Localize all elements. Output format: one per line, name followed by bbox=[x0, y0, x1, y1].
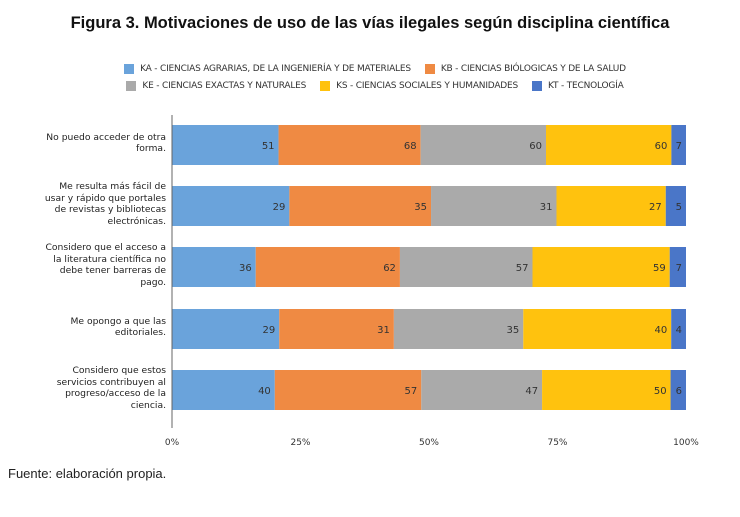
bar-segment bbox=[172, 125, 279, 165]
category-label: Me resulta más fácil de usar y rápido qu… bbox=[44, 181, 166, 227]
legend-label: KB - CIENCIAS BIÓLOGICAS Y DE LA SALUD bbox=[440, 63, 626, 74]
bar-segment bbox=[670, 370, 686, 410]
bar-segment bbox=[172, 370, 275, 410]
data-label: 5 bbox=[676, 202, 682, 213]
data-label: 4 bbox=[676, 325, 682, 336]
x-tick-label: 0% bbox=[165, 438, 180, 448]
legend-item: KA - CIENCIAS AGRARIAS, DE LA INGENIERÍA… bbox=[124, 63, 411, 74]
bar-segment bbox=[172, 247, 256, 287]
bar-segment bbox=[431, 186, 557, 226]
legend: KA - CIENCIAS AGRARIAS, DE LA INGENIERÍA… bbox=[95, 60, 655, 94]
bar-segment bbox=[399, 247, 533, 287]
legend-label: KA - CIENCIAS AGRARIAS, DE LA INGENIERÍA… bbox=[140, 63, 411, 74]
data-label: 59 bbox=[653, 263, 666, 274]
data-label: 62 bbox=[383, 263, 396, 274]
data-label: 50 bbox=[654, 386, 667, 397]
bar-segment bbox=[671, 125, 686, 165]
data-label: 35 bbox=[414, 202, 427, 213]
bar-segment bbox=[274, 370, 422, 410]
data-label: 57 bbox=[516, 263, 529, 274]
chart-title: Figura 3. Motivaciones de uso de las vía… bbox=[70, 14, 670, 32]
bar-segment bbox=[289, 186, 432, 226]
bar-segment bbox=[420, 125, 547, 165]
legend-label: KE - CIENCIAS EXACTAS Y NATURALES bbox=[142, 80, 307, 91]
data-label: 31 bbox=[377, 325, 390, 336]
data-label: 29 bbox=[273, 202, 286, 213]
bar-segment bbox=[671, 309, 686, 349]
legend-swatch bbox=[124, 63, 135, 74]
bar-segment bbox=[421, 370, 543, 410]
legend-label: KT - TECNOLOGÍA bbox=[548, 80, 624, 91]
data-label: 7 bbox=[676, 141, 682, 152]
bar-segment bbox=[172, 309, 280, 349]
data-label: 27 bbox=[649, 202, 662, 213]
bar-segment bbox=[546, 125, 672, 165]
data-label: 31 bbox=[540, 202, 553, 213]
category-label: Considero que el acceso a la literatura … bbox=[45, 242, 167, 288]
data-label: 29 bbox=[263, 325, 276, 336]
x-tick-label: 50% bbox=[419, 438, 439, 448]
bar-segment bbox=[278, 125, 421, 165]
bar-segment bbox=[542, 370, 671, 410]
data-label: 68 bbox=[404, 141, 417, 152]
data-label: 40 bbox=[258, 386, 271, 397]
legend-item: KT - TECNOLOGÍA bbox=[532, 80, 624, 91]
data-label: 47 bbox=[525, 386, 538, 397]
bar-segment bbox=[255, 247, 400, 287]
bar-segment bbox=[556, 186, 666, 226]
legend-item: KE - CIENCIAS EXACTAS Y NATURALES bbox=[126, 80, 307, 91]
bar-segment bbox=[523, 309, 672, 349]
bar-segment bbox=[172, 186, 290, 226]
x-tick-label: 100% bbox=[673, 438, 699, 448]
legend-item: KB - CIENCIAS BIÓLOGICAS Y DE LA SALUD bbox=[424, 63, 626, 74]
data-label: 6 bbox=[676, 386, 682, 397]
data-label: 60 bbox=[529, 141, 542, 152]
legend-swatch bbox=[320, 80, 331, 91]
category-label: Me opongo a que las editoriales. bbox=[70, 315, 166, 339]
bar-segment bbox=[669, 247, 686, 287]
x-tick-label: 75% bbox=[547, 438, 567, 448]
legend-label: KS - CIENCIAS SOCIALES Y HUMANIDADES bbox=[336, 80, 519, 91]
category-label: No puedo acceder de otra forma. bbox=[46, 131, 166, 155]
data-label: 7 bbox=[676, 263, 682, 274]
x-tick-label: 25% bbox=[290, 438, 310, 448]
bar-segment bbox=[393, 309, 524, 349]
bar-segment bbox=[532, 247, 670, 287]
data-label: 36 bbox=[239, 263, 252, 274]
data-label: 35 bbox=[507, 325, 520, 336]
data-label: 57 bbox=[405, 386, 418, 397]
legend-swatch bbox=[532, 80, 543, 91]
legend-swatch bbox=[126, 80, 137, 91]
bar-segment bbox=[665, 186, 686, 226]
data-label: 40 bbox=[654, 325, 667, 336]
source-note: Fuente: elaboración propia. bbox=[8, 466, 167, 481]
bar-segment bbox=[279, 309, 394, 349]
legend-item: KS - CIENCIAS SOCIALES Y HUMANIDADES bbox=[320, 80, 519, 91]
category-label: Considero que estos servicios contribuye… bbox=[56, 365, 166, 411]
data-label: 51 bbox=[262, 141, 275, 152]
legend-swatch bbox=[424, 63, 435, 74]
data-label: 60 bbox=[655, 141, 668, 152]
